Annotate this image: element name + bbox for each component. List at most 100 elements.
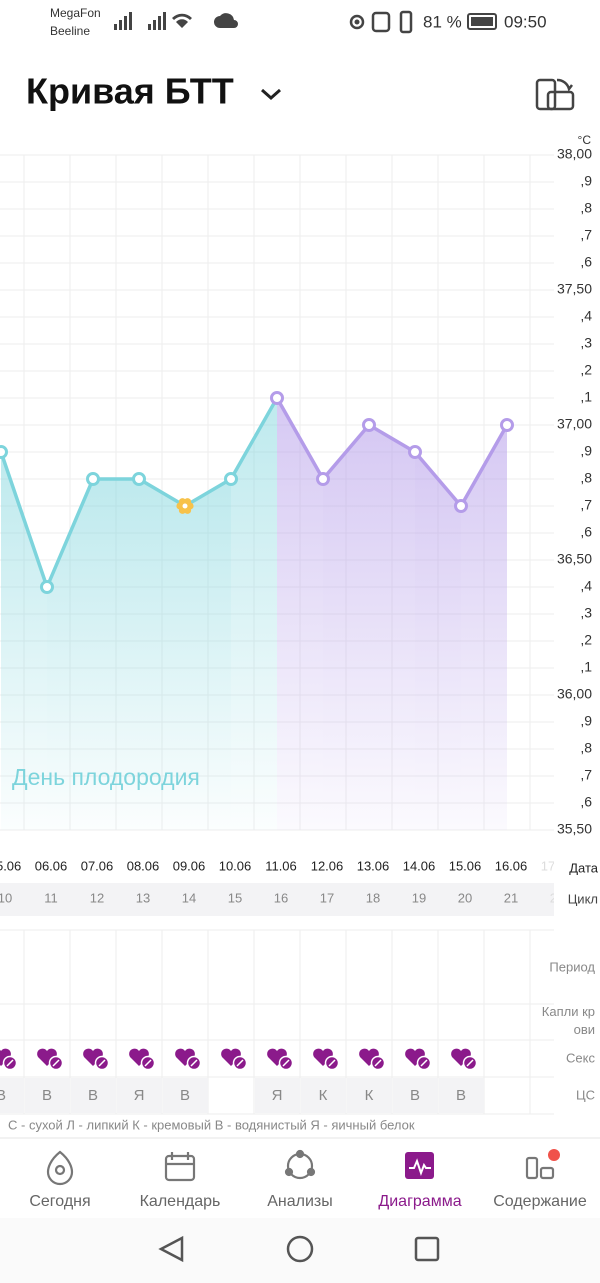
nav-label[interactable]: Содержание	[493, 1193, 587, 1210]
y-tick-label: 37,00	[557, 416, 592, 432]
y-tick-label: ,3	[580, 605, 592, 621]
mucus-value: В	[0, 1087, 6, 1104]
nav-icon-chart	[409, 1158, 431, 1176]
x-axis-label: Дата	[569, 860, 599, 875]
date-label: 13.06	[357, 858, 390, 873]
area-segment	[1, 452, 47, 830]
nav-labels: Сегодня Календарь Анализы Диаграмма Содержан…	[29, 1193, 587, 1210]
point	[224, 472, 238, 486]
nav-label[interactable]: Анализы	[267, 1193, 333, 1210]
sex-icon-slash	[328, 1059, 336, 1067]
line-segment	[459, 423, 509, 508]
cycle-day: 18	[366, 890, 380, 905]
nav-icons	[46, 1149, 555, 1186]
mucus-value: К	[319, 1087, 328, 1104]
y-tick-label: ,2	[580, 362, 592, 378]
sex-icon	[405, 1048, 425, 1066]
dropdown-arrow[interactable]	[261, 88, 281, 101]
y-tick-label: ,9	[580, 173, 592, 189]
y-tick-label: ,9	[580, 443, 592, 459]
point	[500, 418, 514, 432]
y-tick-label: 37,50	[557, 281, 592, 297]
back-button[interactable]	[158, 1235, 184, 1263]
petal	[178, 498, 187, 506]
sex-icon-slash	[6, 1059, 14, 1067]
line-segment	[45, 477, 95, 589]
mucus-value: Я	[272, 1087, 283, 1104]
date-label: 05.06	[0, 858, 21, 873]
point	[454, 499, 468, 513]
rotate-button[interactable]	[535, 78, 575, 111]
point	[408, 445, 422, 459]
line-segment	[367, 423, 417, 454]
mucus-cell	[117, 1078, 162, 1113]
nav-label[interactable]: Сегодня	[29, 1193, 90, 1210]
mucus-cell	[255, 1078, 300, 1113]
line-segment	[275, 396, 325, 481]
point	[86, 472, 100, 486]
mucus-cell	[439, 1078, 484, 1113]
area-segment	[323, 425, 369, 830]
battery-level: 81 %	[423, 12, 462, 31]
petal	[183, 498, 192, 506]
sex-icon-slash	[144, 1059, 152, 1067]
y-tick-label: 38,00	[557, 146, 592, 162]
petal	[183, 506, 192, 514]
line-segment	[229, 396, 279, 481]
sex-icon-slash	[236, 1059, 244, 1067]
y-tick-label: ,8	[580, 200, 592, 216]
marker-flower	[176, 498, 194, 514]
area-segment	[185, 479, 231, 830]
line-segment	[137, 477, 187, 508]
cycle-day: 20	[458, 890, 472, 905]
cycle-day: 16	[274, 890, 288, 905]
y-tick-label: ,8	[580, 740, 592, 756]
cycle-day: 15	[228, 890, 242, 905]
cycle-day: 17	[320, 890, 334, 905]
recents-button[interactable]	[414, 1236, 440, 1262]
line-segment	[413, 450, 463, 508]
sex-icon	[359, 1048, 379, 1066]
sex-icon	[267, 1048, 287, 1066]
carrier: MegaFon	[50, 6, 101, 20]
area-segment	[277, 398, 323, 830]
mucus-value: К	[365, 1087, 374, 1104]
carrier: Beeline	[50, 24, 90, 38]
sex-icon	[83, 1048, 103, 1066]
date-label: 16.06	[495, 858, 528, 873]
date-label: 14.06	[403, 858, 436, 873]
mucus-value: В	[456, 1087, 466, 1104]
sex-icon	[0, 1048, 11, 1066]
y-tick-label: ,7	[580, 767, 592, 783]
cycle-day: 12	[90, 890, 104, 905]
sex-icon	[221, 1048, 241, 1066]
mucus-value: В	[88, 1087, 98, 1104]
cycle-day: 21	[504, 890, 518, 905]
line-segment	[183, 477, 233, 508]
cycle-day: 19	[412, 890, 426, 905]
page-title[interactable]: Кривая БТТ	[26, 71, 234, 112]
sex-icon-slash	[52, 1059, 60, 1067]
sex-icon	[451, 1048, 471, 1066]
point	[40, 580, 54, 594]
y-tick-label: ,7	[580, 227, 592, 243]
y-tick-label: ,6	[580, 794, 592, 810]
line-segment	[0, 450, 49, 589]
sex-icon-slash	[420, 1059, 428, 1067]
mucus-cell	[71, 1078, 116, 1113]
mucus-value: Я	[134, 1087, 145, 1104]
row-label: ЦС	[576, 1087, 595, 1102]
date-label: 07.06	[81, 858, 114, 873]
sex-icon	[175, 1048, 195, 1066]
area-segment	[93, 479, 139, 830]
cycle-day: 11	[44, 890, 58, 905]
home-button[interactable]	[286, 1235, 314, 1263]
sex-icon-slash	[190, 1059, 198, 1067]
area-segment	[461, 425, 507, 830]
nav-label[interactable]: Диаграмма	[378, 1193, 461, 1210]
nav-label[interactable]: Календарь	[140, 1193, 221, 1210]
line-segment	[321, 423, 371, 481]
bbt-chart: 35,50 ,6 ,7 ,8 ,9 36,00 ,1 ,2 ,3 ,4 36,50 ,6 ,7 ,8 ,9 3…	[0, 133, 600, 916]
row-label: Капли кр ови	[542, 1004, 595, 1037]
